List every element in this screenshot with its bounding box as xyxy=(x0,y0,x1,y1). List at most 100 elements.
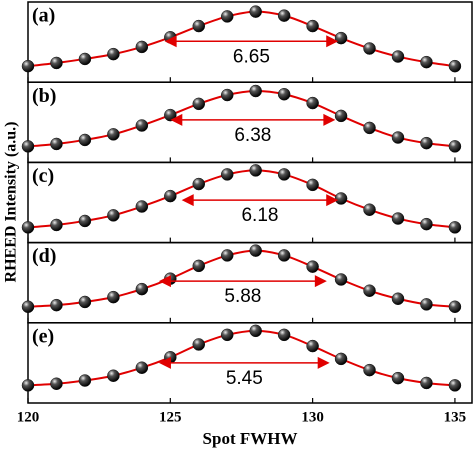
arrow-head xyxy=(158,356,171,369)
data-point xyxy=(107,128,120,141)
fit-curve xyxy=(27,329,456,387)
data-point xyxy=(277,249,291,262)
data-point xyxy=(249,244,262,257)
y-axis-label: RHEED Intensity (a.u.) xyxy=(3,122,20,283)
data-point xyxy=(50,298,63,312)
data-point xyxy=(391,50,405,63)
data-point xyxy=(334,273,348,286)
data-point xyxy=(164,189,177,203)
panel-label: (a) xyxy=(32,5,55,27)
x-tick-label: 125 xyxy=(159,409,182,425)
fwhm-label: 5.45 xyxy=(226,368,263,389)
panel-label: (e) xyxy=(32,325,54,347)
x-tick-label: 130 xyxy=(301,409,324,425)
fit-curve xyxy=(27,90,456,148)
arrow-head xyxy=(158,275,171,288)
panel-frame xyxy=(27,241,473,324)
data-point xyxy=(363,203,376,216)
data-point xyxy=(220,249,234,262)
data-point xyxy=(306,96,319,110)
data-point xyxy=(249,324,262,338)
data-point xyxy=(334,31,348,45)
data-point xyxy=(21,59,35,73)
data-point xyxy=(135,40,149,54)
panel-frame xyxy=(27,161,473,244)
data-point xyxy=(249,5,262,18)
arrow-head xyxy=(326,194,339,207)
data-point xyxy=(306,260,319,273)
data-point xyxy=(420,298,433,311)
data-point xyxy=(220,10,234,23)
arrow-head xyxy=(326,35,339,48)
data-point xyxy=(21,140,35,153)
data-point xyxy=(363,363,376,377)
data-point xyxy=(107,47,120,61)
x-tick-label: 120 xyxy=(17,409,40,425)
data-point xyxy=(192,338,206,351)
arrow-head xyxy=(314,275,327,288)
data-point xyxy=(363,42,376,55)
x-axis-label: Spot FWHW xyxy=(203,429,298,448)
data-point xyxy=(192,19,206,33)
data-point xyxy=(448,300,462,314)
data-point xyxy=(334,109,348,123)
arrow-head xyxy=(164,35,177,48)
data-point xyxy=(277,168,291,181)
fit-curve xyxy=(27,249,456,308)
data-point xyxy=(135,119,149,132)
data-point xyxy=(448,140,462,153)
data-point xyxy=(448,221,462,234)
data-point xyxy=(78,214,92,228)
data-point xyxy=(363,121,376,135)
data-point xyxy=(420,55,433,69)
data-point xyxy=(78,133,92,147)
data-point xyxy=(220,88,234,102)
data-point xyxy=(21,221,35,234)
data-point xyxy=(21,300,35,314)
data-point xyxy=(306,339,319,353)
data-point xyxy=(78,295,92,309)
data-point xyxy=(135,200,149,213)
data-point xyxy=(277,9,291,22)
arrow-head xyxy=(170,113,183,126)
fwhm-label: 6.18 xyxy=(241,205,278,226)
data-point xyxy=(135,361,149,374)
data-point xyxy=(306,19,319,33)
data-point xyxy=(363,284,376,297)
data-point xyxy=(135,282,149,296)
data-point xyxy=(391,212,405,225)
data-point xyxy=(220,328,234,342)
data-point xyxy=(50,218,63,232)
data-point xyxy=(277,328,291,342)
fwhm-label: 6.65 xyxy=(233,46,270,67)
panel-label: (c) xyxy=(32,165,54,187)
data-point xyxy=(164,108,177,122)
data-point xyxy=(420,376,433,390)
data-point xyxy=(334,352,348,366)
data-point xyxy=(192,177,206,191)
panel-frame xyxy=(27,81,473,164)
data-point xyxy=(50,377,63,391)
panel-frame xyxy=(27,322,473,404)
data-point xyxy=(306,178,319,192)
panel-label: (d) xyxy=(32,245,56,267)
data-point xyxy=(192,259,206,273)
arrow-head xyxy=(317,356,330,369)
fwhm-label: 5.88 xyxy=(224,286,261,307)
data-point xyxy=(448,59,462,73)
data-point xyxy=(50,137,63,151)
data-point xyxy=(220,168,234,181)
data-point xyxy=(249,84,262,98)
data-point xyxy=(107,209,120,222)
arrow-head xyxy=(323,113,336,126)
data-point xyxy=(192,97,206,111)
data-point xyxy=(448,379,462,392)
fwhm-label: 6.38 xyxy=(234,125,271,146)
data-point xyxy=(21,379,35,392)
data-point xyxy=(78,52,92,66)
data-point xyxy=(334,192,348,205)
data-point xyxy=(107,369,120,382)
data-point xyxy=(420,217,433,231)
data-point xyxy=(391,131,405,144)
